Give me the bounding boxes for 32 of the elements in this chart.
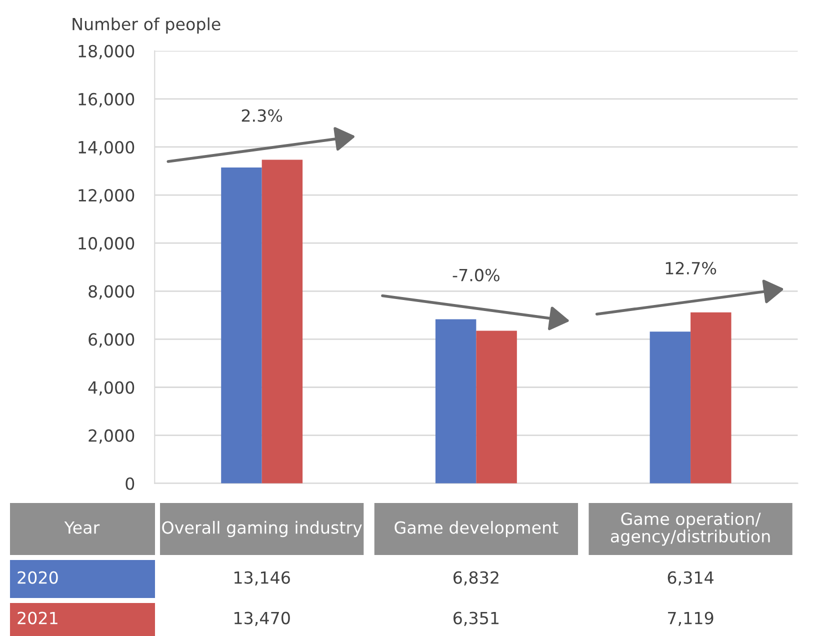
bar (690, 312, 732, 484)
y-tick-label: 14,000 (78, 140, 134, 156)
y-tick-label: 12,000 (78, 189, 134, 204)
y-tick-label: 10,000 (78, 237, 134, 252)
bar (435, 319, 476, 484)
bar (262, 160, 303, 484)
bar (650, 332, 691, 484)
data-label: 6,351 (453, 612, 499, 626)
text: 2021 (18, 612, 58, 624)
y-tick-label: 8,000 (88, 285, 134, 300)
bar (476, 330, 517, 484)
data-label: 6,314 (668, 571, 714, 586)
y-tick-label: 16,000 (78, 92, 134, 108)
data-label: 13,470 (234, 612, 290, 626)
x-tick-label: Game operation/ agency/distribution (610, 512, 770, 546)
y-tick-label: 0 (126, 477, 134, 490)
y-tick-label: 6,000 (88, 333, 134, 348)
text: 2020 (18, 571, 58, 584)
data-label: 7,119 (668, 612, 714, 626)
y-tick-label: 4,000 (88, 381, 134, 396)
bar (221, 168, 262, 484)
y-tick-label: 18,000 (78, 44, 134, 60)
x-tick-label: Game development (394, 520, 558, 538)
annotation: 12.7% (666, 262, 716, 274)
data-label: 13,146 (234, 571, 290, 586)
x-tick-label: Overall gaming industry (162, 520, 362, 538)
annotation: -7.0% (452, 268, 500, 282)
y-tick-label: 2,000 (88, 429, 134, 444)
legend-title: Year (64, 521, 100, 534)
annotation: 2.3% (242, 109, 282, 122)
y-axis-title: Number of people (72, 17, 220, 34)
data-label: 6,832 (453, 571, 498, 586)
